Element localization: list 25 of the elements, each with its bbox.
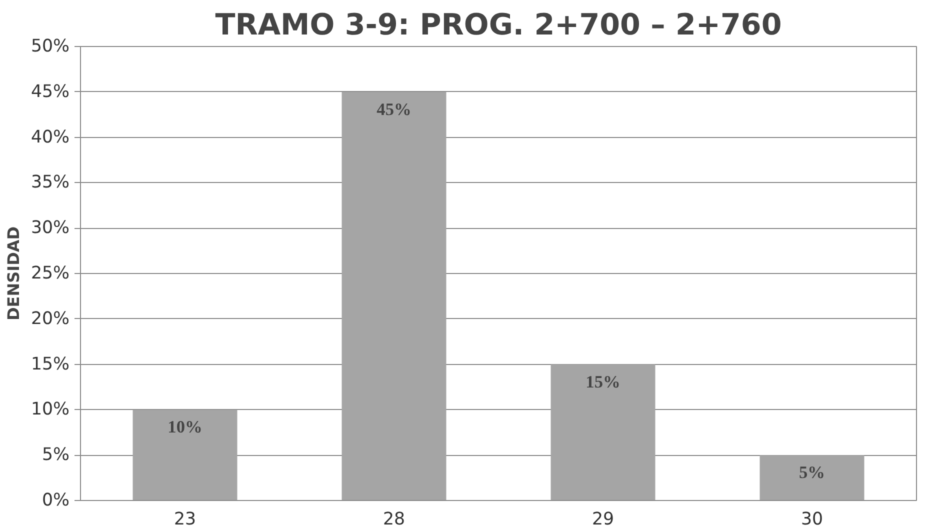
bar [760,455,864,500]
y-tick-label: 35% [30,172,70,193]
bar [132,410,238,500]
data-label: 5% [799,463,826,482]
y-tick-label: 5% [42,445,70,466]
y-tick-label: 50% [30,36,70,56]
y-tick-label: 15% [30,354,70,374]
chart-title: TRAMO 3-9: PROG. 2+700 – 2+760 [215,8,782,42]
y-axis-title: DENSIDAD [4,226,23,321]
x-tick-label: 23 [174,510,196,530]
y-tick-label: 10% [30,400,70,420]
y-tick-label: 20% [30,308,70,329]
y-tick-label: 30% [30,218,70,238]
data-label: 45% [376,100,412,119]
x-tick-label: 28 [382,510,406,530]
data-label: 15% [586,372,620,392]
bar [550,364,656,500]
y-tick-label: 25% [30,264,70,284]
x-tick-label: 30 [800,510,824,530]
x-tick-label: 29 [592,510,614,530]
y-tick-label: 40% [30,127,70,148]
y-tick-label: 45% [30,82,70,102]
data-label: 10% [168,418,202,437]
bar [342,92,446,500]
y-tick-label: 0% [42,490,70,510]
